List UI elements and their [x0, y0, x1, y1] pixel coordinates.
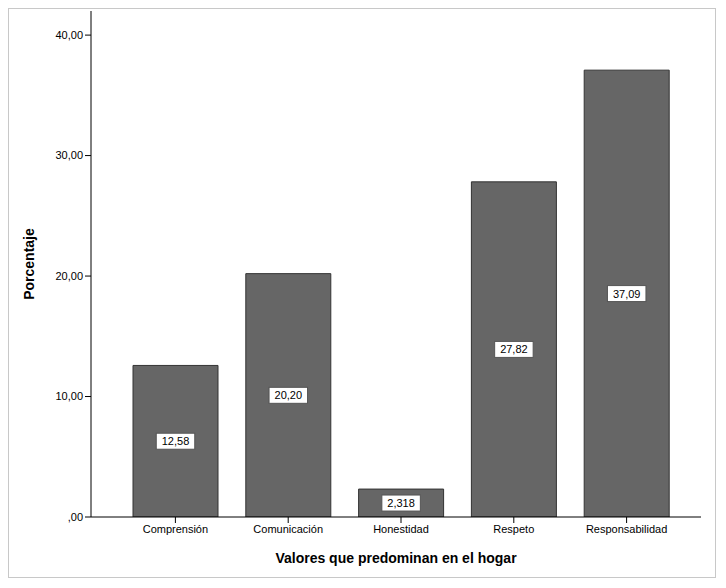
- svg-text:40,00: 40,00: [55, 29, 83, 41]
- svg-text:12,58: 12,58: [162, 435, 190, 447]
- svg-text:27,82: 27,82: [500, 343, 528, 355]
- svg-text:10,00: 10,00: [55, 390, 83, 402]
- svg-text:,00: ,00: [68, 511, 83, 523]
- svg-text:Responsabilidad: Responsabilidad: [586, 523, 667, 535]
- svg-text:Respeto: Respeto: [493, 523, 534, 535]
- svg-text:2,318: 2,318: [387, 497, 415, 509]
- svg-text:30,00: 30,00: [55, 149, 83, 161]
- svg-text:20,20: 20,20: [275, 389, 303, 401]
- svg-text:37,09: 37,09: [613, 288, 641, 300]
- svg-text:Comprensión: Comprensión: [143, 523, 208, 535]
- svg-text:Valores que predominan en el h: Valores que predominan en el hogar: [275, 550, 517, 566]
- svg-text:20,00: 20,00: [55, 270, 83, 282]
- svg-text:Comunicación: Comunicación: [253, 523, 323, 535]
- svg-text:Honestidad: Honestidad: [373, 523, 429, 535]
- svg-text:Porcentaje: Porcentaje: [21, 228, 37, 300]
